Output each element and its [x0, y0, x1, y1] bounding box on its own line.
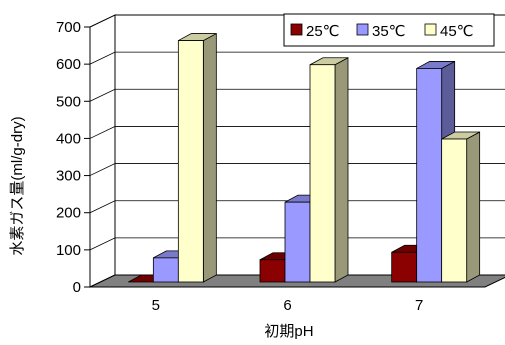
y-tick-label: 500 — [56, 93, 81, 110]
gridline — [89, 163, 505, 176]
bar-side — [202, 32, 217, 283]
x-tick-label: 6 — [283, 297, 291, 314]
x-axis-title: 初期pH — [264, 323, 313, 340]
bar-front — [177, 40, 204, 283]
gridline — [89, 51, 505, 65]
y-tick-label: 0 — [73, 279, 81, 296]
y-tick-label: 600 — [56, 56, 81, 73]
gridlines — [89, 51, 505, 251]
bar-front — [259, 259, 286, 283]
bar-side — [466, 131, 481, 283]
y-tick-label: 200 — [56, 205, 81, 222]
bar — [309, 57, 349, 283]
legend-label-25c: 25℃ — [306, 23, 340, 40]
y-tick-label: 100 — [56, 242, 81, 259]
gridline — [89, 126, 505, 139]
gridline — [89, 88, 505, 102]
bar-front — [441, 138, 468, 283]
x-tick-labels: 5 6 7 — [152, 297, 424, 314]
bar-front — [284, 201, 311, 283]
bar-front — [152, 257, 179, 283]
legend-label-35c: 35℃ — [372, 23, 406, 40]
y-tick-label: 300 — [56, 168, 81, 185]
x-tick-label: 5 — [152, 297, 160, 314]
legend: 25℃ 35℃ 45℃ — [283, 13, 495, 47]
legend-label-45c: 45℃ — [440, 23, 474, 40]
gridline — [89, 200, 505, 214]
legend-box — [283, 13, 495, 47]
y-tick-labels: 0 100 200 300 400 500 600 700 — [56, 19, 91, 296]
side-wall — [89, 14, 116, 288]
legend-swatch-25c — [290, 23, 303, 36]
y-axis-title: 水素ガス量(ml/g-dry) — [9, 116, 26, 255]
bar-front — [309, 64, 336, 283]
bars — [128, 32, 481, 283]
legend-swatch-45c — [424, 23, 437, 36]
bar — [177, 32, 217, 283]
x-tick-label: 7 — [415, 297, 423, 314]
y-tick-label: 400 — [56, 130, 81, 147]
bar-front — [391, 251, 418, 283]
bar — [441, 131, 481, 283]
bar-side — [334, 57, 349, 283]
y-tick-label: 700 — [56, 19, 81, 36]
bar-front — [416, 68, 443, 283]
gridline — [89, 237, 505, 251]
legend-swatch-35c — [356, 23, 369, 36]
